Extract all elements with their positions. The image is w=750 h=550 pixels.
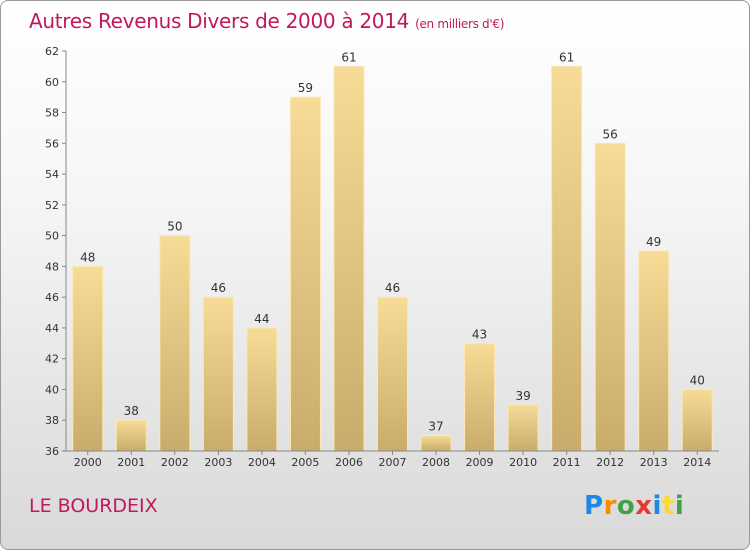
logo-letter: o: [616, 491, 636, 521]
y-tick-label: 48: [45, 260, 59, 273]
data-label: 46: [385, 281, 400, 295]
logo-letter: t: [661, 491, 675, 521]
bar: [333, 65, 365, 452]
x-tick-label: 2006: [335, 456, 363, 469]
bar: [202, 296, 234, 452]
bar: [594, 142, 626, 452]
bar: [420, 435, 452, 452]
x-tick-label: 2012: [596, 456, 624, 469]
x-tick-label: 2003: [204, 456, 232, 469]
data-label: 44: [254, 312, 269, 326]
y-tick-label: 50: [45, 230, 59, 243]
y-tick-label: 44: [45, 322, 59, 335]
logo-letter: i: [674, 491, 685, 521]
y-axis: 36 38 40 42 44 46 48 50 52 54 56 58 60 62: [45, 45, 67, 458]
data-label: 48: [80, 250, 95, 264]
title-text: Autres Revenus Divers de 2000 à 2014: [29, 9, 410, 33]
data-label: 38: [124, 404, 139, 418]
data-label: 39: [515, 389, 530, 403]
logo-letter: P: [584, 491, 604, 521]
bar: [159, 235, 191, 452]
bar: [464, 342, 496, 452]
x-tick-label: 2004: [248, 456, 276, 469]
bar-chart: 36 38 40 42 44 46 48 50 52 54 56 58 60 62 48 38 50 46 44 5…: [45, 45, 719, 469]
bar: [377, 296, 408, 452]
data-label: 61: [559, 50, 574, 64]
data-label: 40: [690, 373, 705, 387]
bar: [507, 404, 539, 452]
bar: [246, 327, 278, 452]
y-tick-label: 52: [45, 199, 59, 212]
chart-title: Autres Revenus Divers de 2000 à 2014 (en …: [29, 9, 504, 33]
y-tick-label: 56: [45, 137, 59, 150]
data-label: 43: [472, 327, 487, 341]
bar: [115, 419, 147, 452]
data-label: 56: [603, 127, 618, 141]
data-label: 49: [646, 235, 661, 249]
data-label: 61: [341, 50, 356, 64]
y-tick-label: 60: [45, 76, 59, 89]
y-tick-label: 38: [45, 414, 59, 427]
x-tick-label: 2002: [161, 456, 189, 469]
data-label: 59: [298, 81, 313, 95]
x-tick-label: 2014: [683, 456, 711, 469]
chart-subtitle: (en milliers d'€): [415, 17, 505, 31]
bar: [551, 65, 583, 452]
y-tick-label: 46: [45, 291, 59, 304]
x-tick-label: 2013: [640, 456, 668, 469]
data-label: 50: [167, 220, 182, 234]
logo-letter: i: [652, 491, 662, 521]
x-axis: 2000 2001 2002 2003 2004 2005 2006 2007 2008 2009…: [66, 450, 719, 469]
x-tick-label: 2007: [379, 456, 407, 469]
y-tick-label: 42: [45, 353, 59, 366]
logo-letter: r: [603, 491, 617, 521]
y-tick-label: 58: [45, 107, 59, 120]
x-tick-label: 2001: [117, 456, 145, 469]
y-tick-label: 54: [45, 168, 59, 181]
x-tick-label: 2000: [74, 456, 102, 469]
bar: [72, 265, 104, 452]
x-tick-label: 2009: [466, 456, 494, 469]
bar: [681, 388, 713, 452]
bar: [638, 250, 670, 452]
proxiti-logo: Proxiti: [584, 491, 684, 521]
data-label: 37: [428, 420, 443, 434]
y-tick-label: 40: [45, 383, 59, 396]
logo-letter: x: [635, 491, 653, 521]
y-tick-label: 62: [45, 45, 59, 58]
x-tick-label: 2011: [553, 456, 581, 469]
data-label: 46: [211, 281, 226, 295]
x-tick-label: 2010: [509, 456, 537, 469]
bars-group: 48 38 50 46 44 59 61 46 37 43 39 61 56 49 40: [72, 50, 713, 452]
x-tick-label: 2008: [422, 456, 450, 469]
bar: [289, 96, 321, 452]
y-tick-label: 36: [45, 445, 59, 458]
place-name: LE BOURDEIX: [29, 495, 158, 517]
x-tick-label: 2005: [291, 456, 319, 469]
